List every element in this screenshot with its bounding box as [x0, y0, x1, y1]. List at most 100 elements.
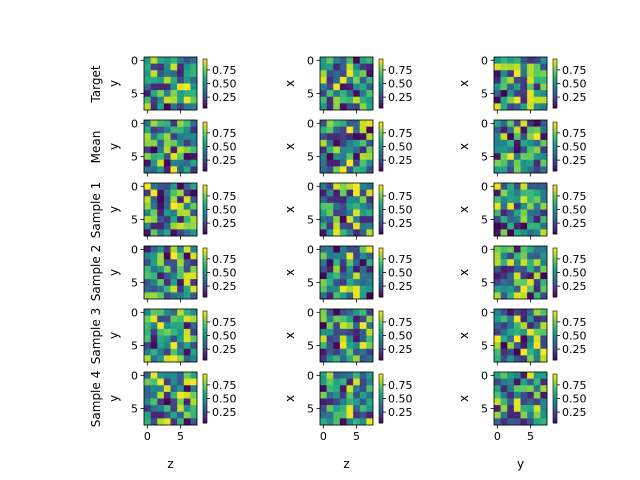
- colorbar-swatch: [203, 266, 207, 269]
- colorbar-swatch: [379, 290, 383, 293]
- colorbar-swatch: [203, 135, 207, 138]
- y-tick-label: 5: [131, 276, 138, 289]
- heatmap-cell: [359, 133, 367, 141]
- colorbar-swatch: [379, 248, 383, 250]
- heatmap-cell: [326, 398, 334, 406]
- heatmap-cell: [333, 222, 341, 230]
- heatmap-cell: [540, 159, 548, 167]
- colorbar-swatch: [203, 318, 207, 320]
- heatmap-cell: [333, 328, 341, 336]
- heatmap-cell: [144, 265, 151, 273]
- y-axis-label: y: [107, 332, 121, 339]
- colorbar-swatch: [379, 158, 383, 161]
- colorbar-swatch: [553, 158, 557, 161]
- heatmap-cell: [177, 279, 185, 287]
- heatmap-cell: [513, 348, 521, 356]
- heatmap-cell: [333, 355, 341, 363]
- colorbar-swatch: [379, 133, 383, 135]
- colorbar-tick-label: 0.25: [562, 217, 587, 230]
- colorbar-swatch: [553, 161, 557, 163]
- heatmap-cell: [494, 96, 501, 104]
- colorbar-swatch: [203, 279, 207, 282]
- colorbar-swatch: [379, 168, 383, 171]
- colorbar-swatch: [553, 72, 557, 75]
- heatmap-cell: [507, 196, 515, 204]
- colorbar-swatch: [203, 252, 207, 255]
- heatmap-cell: [353, 252, 361, 260]
- axes-frame: [143, 56, 198, 111]
- heatmap-cell: [533, 328, 541, 336]
- heatmap-cell: [353, 153, 361, 161]
- heatmap-cell: [366, 159, 374, 167]
- heatmap-cell: [359, 265, 367, 273]
- heatmap-cell: [150, 418, 158, 426]
- colorbar-swatch: [203, 378, 207, 381]
- colorbar-swatch: [379, 419, 383, 421]
- heatmap-cell: [346, 385, 354, 393]
- heatmap-cell: [326, 209, 334, 217]
- y-tick-label: 0: [307, 306, 314, 319]
- heatmap-cell: [326, 120, 334, 127]
- colorbar-swatch: [553, 340, 557, 343]
- heatmap-cell: [150, 209, 158, 217]
- heatmap-cell: [339, 309, 347, 316]
- colorbar-swatch: [203, 315, 207, 318]
- colorbar-tick-label: 0.50: [388, 141, 413, 154]
- colorbar-swatch: [203, 334, 207, 336]
- colorbar-swatch: [379, 376, 383, 379]
- heatmap-cell: [346, 292, 354, 300]
- heatmap-cell: [520, 391, 528, 399]
- heatmap-cell: [183, 209, 191, 217]
- colorbar-swatch: [379, 353, 383, 356]
- heatmap-cell: [359, 229, 367, 237]
- colorbar-swatch: [379, 136, 383, 139]
- y-axis-label: x: [283, 206, 297, 213]
- heatmap-cell: [177, 259, 185, 267]
- heatmap-cell: [507, 133, 515, 141]
- colorbar-swatch: [379, 324, 383, 327]
- heatmap-cell: [346, 391, 354, 399]
- heatmap-cell: [520, 418, 528, 426]
- heatmap-cell: [507, 252, 515, 260]
- heatmap-cell: [183, 259, 191, 267]
- colorbar-swatch: [553, 162, 557, 165]
- colorbar-swatch: [203, 333, 207, 335]
- heatmap-cell: [339, 216, 347, 224]
- heatmap-cell: [320, 372, 327, 379]
- colorbar-swatch: [203, 122, 207, 124]
- heatmap-cell: [170, 229, 178, 237]
- colorbar-swatch: [203, 134, 207, 136]
- colorbar-swatch: [379, 313, 383, 316]
- heatmap-cell: [177, 216, 185, 224]
- colorbar-swatch: [553, 202, 557, 204]
- colorbar-swatch: [553, 76, 557, 78]
- heatmap-cell: [163, 76, 171, 84]
- row-label: Mean: [89, 131, 103, 164]
- heatmap-cell: [190, 202, 198, 210]
- x-tick-label: 0: [494, 430, 501, 443]
- heatmap-cell: [366, 279, 374, 287]
- heatmap-cell: [157, 70, 165, 78]
- heatmap-cell: [326, 315, 334, 323]
- heatmap-cell: [507, 411, 515, 419]
- heatmap-cell: [533, 222, 541, 230]
- colorbar-swatch: [203, 383, 207, 386]
- colorbar-swatch: [203, 106, 207, 109]
- heatmap-cell: [190, 272, 198, 280]
- heatmap-cell: [520, 309, 528, 316]
- colorbar-tick-label: 0.50: [562, 141, 587, 154]
- colorbar-swatch: [379, 93, 383, 95]
- colorbar-swatch: [379, 399, 383, 402]
- colorbar-swatch: [379, 167, 383, 169]
- heatmap-cell: [353, 405, 361, 413]
- y-tick-label: 0: [481, 54, 488, 67]
- colorbar-swatch: [203, 230, 207, 232]
- heatmap-cell: [163, 126, 171, 134]
- heatmap-cell: [533, 391, 541, 399]
- heatmap-cell: [520, 209, 528, 217]
- heatmap-cell: [170, 166, 178, 174]
- heatmap-cell: [183, 391, 191, 399]
- heatmap-cell: [190, 285, 198, 293]
- heatmap-cell: [183, 222, 191, 230]
